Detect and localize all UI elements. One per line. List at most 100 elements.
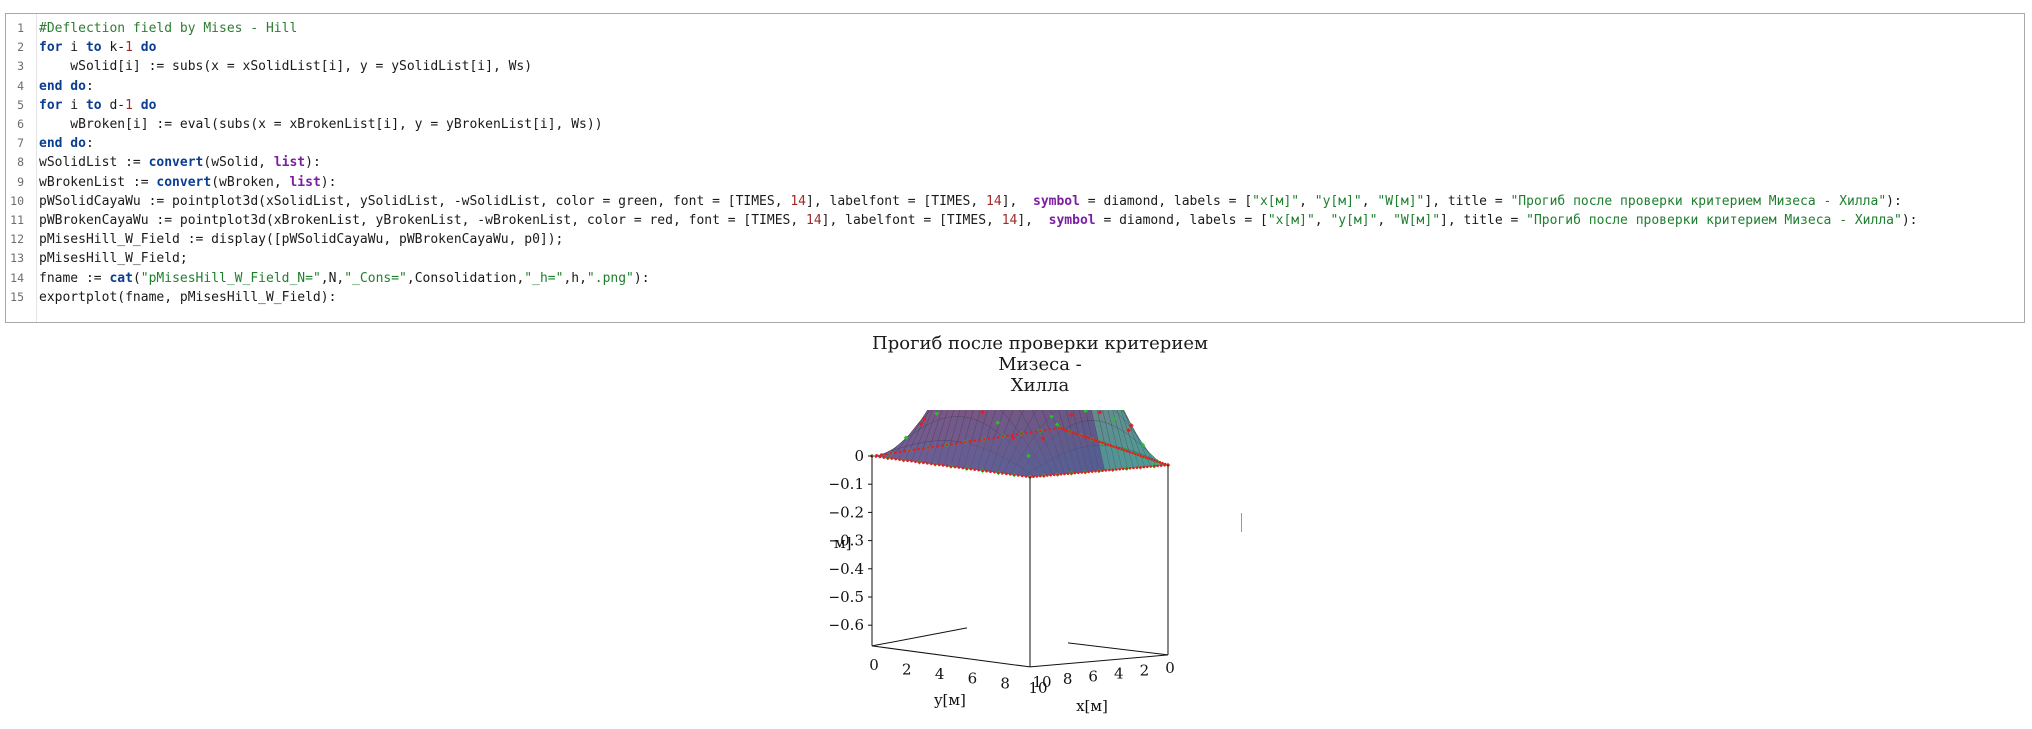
edge-point-marker [1101,441,1104,445]
code-text: pWSolidCayaWu := pointplot3d(xSolidList,… [39,192,1902,211]
edge-point-marker [953,465,957,469]
edge-point-marker [1090,470,1094,473]
edge-point-marker [1132,466,1135,470]
edge-point-marker [1087,436,1091,440]
edge-point-marker [973,439,977,442]
code-token: ): [1886,193,1902,209]
code-token: d- [101,97,126,113]
plot-title-line-2: Хилла [1010,375,1070,396]
edge-point-marker [1104,442,1107,446]
code-token: k- [101,40,126,56]
code-token: "_Cons=" [344,270,407,286]
code-token: : [85,78,94,94]
edge-point-marker [884,452,888,456]
edge-point-marker [1142,465,1146,469]
edge-point-marker [1045,474,1049,477]
line-number: 15 [10,289,24,304]
code-text: fname := cat("pMisesHill_W_Field_N=",N,"… [39,269,650,288]
edge-point-marker [1032,475,1035,478]
edge-point-marker [1120,447,1123,451]
edge-point-marker [977,468,980,472]
edge-point-marker [1070,472,1073,475]
surface-cell [1050,410,1057,415]
code-token: list [273,155,306,171]
edge-point-marker [1114,446,1118,449]
surface-cell [957,410,967,418]
code-token: pWBrokenCayaWu := pointplot3d(xBrokenLis… [39,213,807,228]
edge-point-marker [937,463,941,467]
edge-point-marker [1149,465,1153,468]
code-token: "W[м]" [1377,193,1425,209]
code-token: , [1314,213,1331,228]
surface-cell [938,410,948,420]
surface-cell [925,410,938,426]
code-token: list [289,174,321,190]
edge-point-marker [1076,433,1080,436]
x-axis-label: x[м] [1076,697,1108,715]
code-token: "Прогиб после проверки критерием Мизеса … [1510,193,1887,209]
z-tick-label: −0.3 [830,532,864,550]
z-tick-label: −0.5 [830,588,864,606]
surface-cell [1000,410,1005,413]
deflection-surface-plot[interactable]: 0−0.1−0.2−0.3−0.4−0.5−0.6м]0 2 4 6 8 10y[м]10… [830,410,1190,720]
edge-point-marker [1039,474,1042,478]
edge-point-marker [903,449,907,453]
edge-point-marker [878,455,882,459]
edge-point-marker [957,466,961,469]
code-token: ], labelfont = [TIMES, [821,213,1002,228]
edge-point-marker [926,446,930,449]
code-editor[interactable]: 1 #Deflection field by Mises - Hill 2 for i… [5,13,2025,323]
code-token: = diamond, labels = [ [1095,213,1268,228]
code-token: do [140,40,157,56]
edge-point-marker [1155,460,1159,463]
code-token: i [62,40,86,56]
edge-point-marker [1095,439,1099,443]
edge-point-marker [894,457,897,461]
edge-point-marker [1125,467,1128,470]
edge-point-marker [1125,449,1129,453]
solid-point-marker [1111,416,1117,422]
edge-point-marker [993,470,996,474]
edge-point-marker [936,444,939,448]
edge-point-marker [886,456,890,460]
edge-point-marker [906,459,909,463]
code-token: "W[м]" [1393,213,1441,228]
edge-point-marker [1161,461,1164,465]
z-tick-label: −0.1 [830,475,864,493]
box-edge [1067,642,1169,656]
edge-point-marker [1163,464,1166,467]
line-number: 7 [17,136,24,151]
edge-point-marker [1053,427,1056,430]
code-token: "pMisesHill_W_Field_N=" [140,270,321,286]
edge-point-marker [1020,432,1023,435]
edge-point-marker [1065,429,1069,433]
edge-point-marker [985,469,988,473]
edge-point-marker [1114,468,1118,471]
edge-point-marker [1082,435,1085,438]
code-token: 14 [790,193,807,209]
code-token: "x[м]" [1267,213,1315,228]
code-token: (wBroken, [211,174,290,190]
edge-point-marker [1152,464,1156,468]
edge-point-marker [902,458,905,462]
y-tick-label: 6 [968,670,978,688]
code-token: "x[м]" [1252,193,1300,209]
edge-point-marker [1093,438,1096,442]
line-number: 1 [17,21,24,35]
edge-point-marker [1059,473,1063,476]
code-token: 1 [125,97,133,113]
line-number: 12 [10,232,24,247]
edge-point-marker [1108,468,1111,472]
code-token: i [62,97,86,113]
code-token: do [140,97,157,113]
edge-point-marker [1063,428,1066,432]
code-token: ], title = [1424,193,1511,209]
edge-point-marker [945,443,949,447]
edge-point-marker [1136,453,1140,457]
edge-point-marker [1042,474,1046,478]
code-token: fname := [39,270,110,286]
code-text: for i to k-1 do [39,38,156,57]
edge-point-marker [1144,456,1148,459]
edge-point-marker [1131,451,1134,455]
code-token: ".png" [586,270,634,286]
